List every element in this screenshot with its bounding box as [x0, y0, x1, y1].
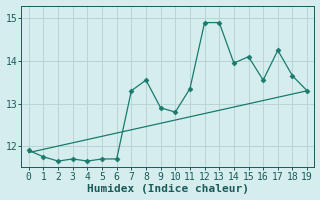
X-axis label: Humidex (Indice chaleur): Humidex (Indice chaleur): [87, 184, 249, 194]
